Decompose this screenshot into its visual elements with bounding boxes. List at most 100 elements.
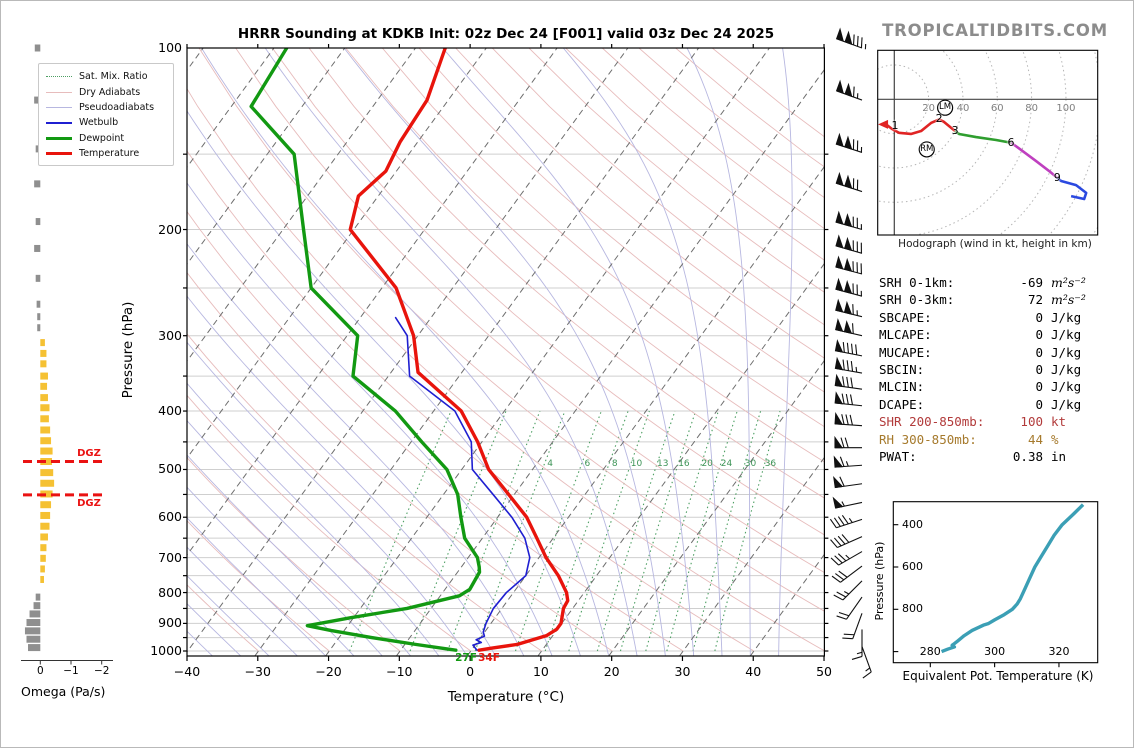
- pressure-tick-label: 700: [158, 549, 182, 565]
- legend-item-label: Dewpoint: [79, 132, 125, 144]
- omega-tick-label: −2: [93, 665, 110, 677]
- mixing-ratio-label: 10: [630, 459, 643, 469]
- surface-temp-label: 34F: [478, 652, 500, 664]
- legend-item-label: Dry Adiabats: [79, 86, 141, 98]
- index-label: MUCAPE:: [879, 344, 932, 360]
- temperature-axis-label: Temperature (°C): [447, 689, 565, 705]
- mixing-ratio-label: 36: [764, 459, 777, 469]
- legend-line-sample: [46, 121, 72, 124]
- thetae-y-tick-label: 600: [902, 560, 923, 573]
- legend-item: Sat. Mix. Ratio: [46, 69, 166, 84]
- mixing-ratio-label: 8: [611, 459, 618, 469]
- index-label: SBCAPE:: [879, 309, 932, 325]
- index-unit: J/kg: [1051, 361, 1082, 377]
- index-unit: in: [1051, 448, 1067, 464]
- thetae-y-tick-label: 800: [902, 602, 923, 616]
- index-value: 0: [1035, 344, 1043, 360]
- index-label: PWAT:: [879, 448, 917, 464]
- index-label: DCAPE:: [879, 396, 925, 412]
- index-label: SRH 0-1km:: [879, 275, 955, 290]
- mixing-ratio-label: 20: [701, 459, 713, 469]
- x-tick-label: −40: [173, 664, 201, 679]
- legend-item-label: Pseudoadiabats: [79, 101, 155, 113]
- x-tick-label: 20: [603, 664, 620, 679]
- index-row: RH 300-850mb: 44%: [877, 432, 1117, 449]
- index-unit: m²s⁻²: [1051, 275, 1086, 290]
- mixing-ratio-label: 24: [720, 459, 733, 469]
- indices-panel: SRH 0-1km: -69 m²s⁻² SRH 0-3km: 72 m²s⁻² SBCAP…: [877, 275, 1117, 466]
- thetae-axis-label: Equivalent Pot. Temperature (K): [902, 669, 1094, 683]
- legend-line-sample: [46, 76, 72, 78]
- index-value: -69: [1020, 275, 1043, 290]
- legend-item-label: Temperature: [79, 148, 140, 160]
- pressure-tick-label: 100: [158, 40, 182, 55]
- index-value: 100: [1020, 414, 1043, 430]
- hodograph-ring-label: 20: [922, 103, 935, 114]
- index-value: 0.38: [1012, 448, 1043, 464]
- index-unit: J/kg: [1051, 327, 1082, 343]
- dgz-label-top: DGZ: [77, 448, 101, 459]
- pressure-tick-label: 200: [158, 221, 182, 237]
- index-value: 0: [1035, 361, 1043, 377]
- legend-item: Dewpoint: [46, 131, 166, 146]
- thetae-pressure-label: Pressure (hPa): [873, 541, 886, 621]
- hodograph-height-label: 6: [1007, 136, 1015, 150]
- hodograph-height-label: 2: [935, 112, 943, 126]
- index-unit: J/kg: [1051, 309, 1082, 325]
- index-label: RH 300-850mb:: [879, 431, 977, 447]
- index-unit: J/kg: [1051, 396, 1082, 412]
- thetae-x-tick-label: 280: [919, 645, 941, 658]
- hodograph-height-label: 1: [891, 119, 899, 133]
- index-value: 0: [1035, 327, 1043, 343]
- thetae-x-tick-label: 300: [984, 645, 1006, 658]
- chart-title: HRRR Sounding at KDKB Init: 02z Dec 24 […: [237, 26, 775, 42]
- index-row: DCAPE: 0 J/kg: [877, 397, 1117, 414]
- index-value: 0: [1035, 309, 1043, 325]
- hodograph-height-label: 9: [1053, 171, 1061, 185]
- index-row: SRH 0-1km: -69 m²s⁻²: [877, 275, 1117, 292]
- x-tick-label: −10: [386, 664, 413, 679]
- index-value: 0: [1035, 396, 1043, 412]
- index-row: SBCIN: 0 J/kg: [877, 362, 1117, 379]
- legend: Sat. Mix. Ratio Dry Adiabats Pseudoadiabat…: [38, 63, 174, 167]
- index-label: SRH 0-3km:: [879, 292, 955, 308]
- legend-line-sample: [46, 136, 72, 140]
- legend-item-label: Sat. Mix. Ratio: [79, 71, 148, 83]
- legend-item-label: Wetbulb: [79, 117, 119, 129]
- hodograph-marker-lm: LM: [939, 102, 952, 113]
- hodograph-caption: Hodograph (wind in kt, height in km): [898, 238, 1092, 250]
- pressure-tick-label: 900: [158, 615, 182, 631]
- omega-axis-label: Omega (Pa/s): [21, 684, 106, 699]
- index-label: MLCAPE:: [879, 327, 932, 343]
- legend-item: Pseudoadiabats: [46, 100, 166, 115]
- legend-item: Dry Adiabats: [46, 84, 166, 99]
- pressure-tick-label: 800: [158, 584, 182, 600]
- index-unit: m²s⁻²: [1051, 292, 1086, 308]
- index-label: MLCIN:: [879, 379, 925, 395]
- index-unit: J/kg: [1051, 344, 1082, 360]
- index-row: PWAT: 0.38 in: [877, 449, 1117, 466]
- pressure-axis-label: Pressure (hPa): [120, 301, 136, 399]
- legend-line-sample: [46, 91, 72, 93]
- index-row: SBCAPE: 0 J/kg: [877, 310, 1117, 327]
- index-row: SHR 200-850mb: 100 kt: [877, 414, 1117, 431]
- index-value: 44: [1027, 431, 1043, 447]
- index-value: 0: [1035, 379, 1043, 395]
- x-tick-label: 30: [674, 664, 691, 679]
- mixing-ratio-label: 16: [678, 459, 690, 469]
- thetae-x-tick-label: 320: [1048, 645, 1070, 658]
- pressure-tick-label: 500: [158, 461, 182, 477]
- pressure-tick-label: 600: [158, 509, 182, 525]
- site-logo[interactable]: TROPICALTIDBITS.COM: [882, 21, 1108, 40]
- x-tick-label: 10: [532, 664, 549, 679]
- index-row: SRH 0-3km: 72 m²s⁻²: [877, 292, 1117, 309]
- mixing-ratio-label: 30: [744, 459, 757, 469]
- x-tick-label: 40: [745, 664, 762, 679]
- omega-tick-label: −1: [63, 665, 79, 677]
- dgz-label-bottom: DGZ: [77, 498, 101, 509]
- index-unit: kt: [1051, 414, 1067, 430]
- omega-tick-label: 0: [36, 665, 44, 677]
- legend-item: Temperature: [46, 146, 166, 161]
- legend-line-sample: [46, 152, 72, 156]
